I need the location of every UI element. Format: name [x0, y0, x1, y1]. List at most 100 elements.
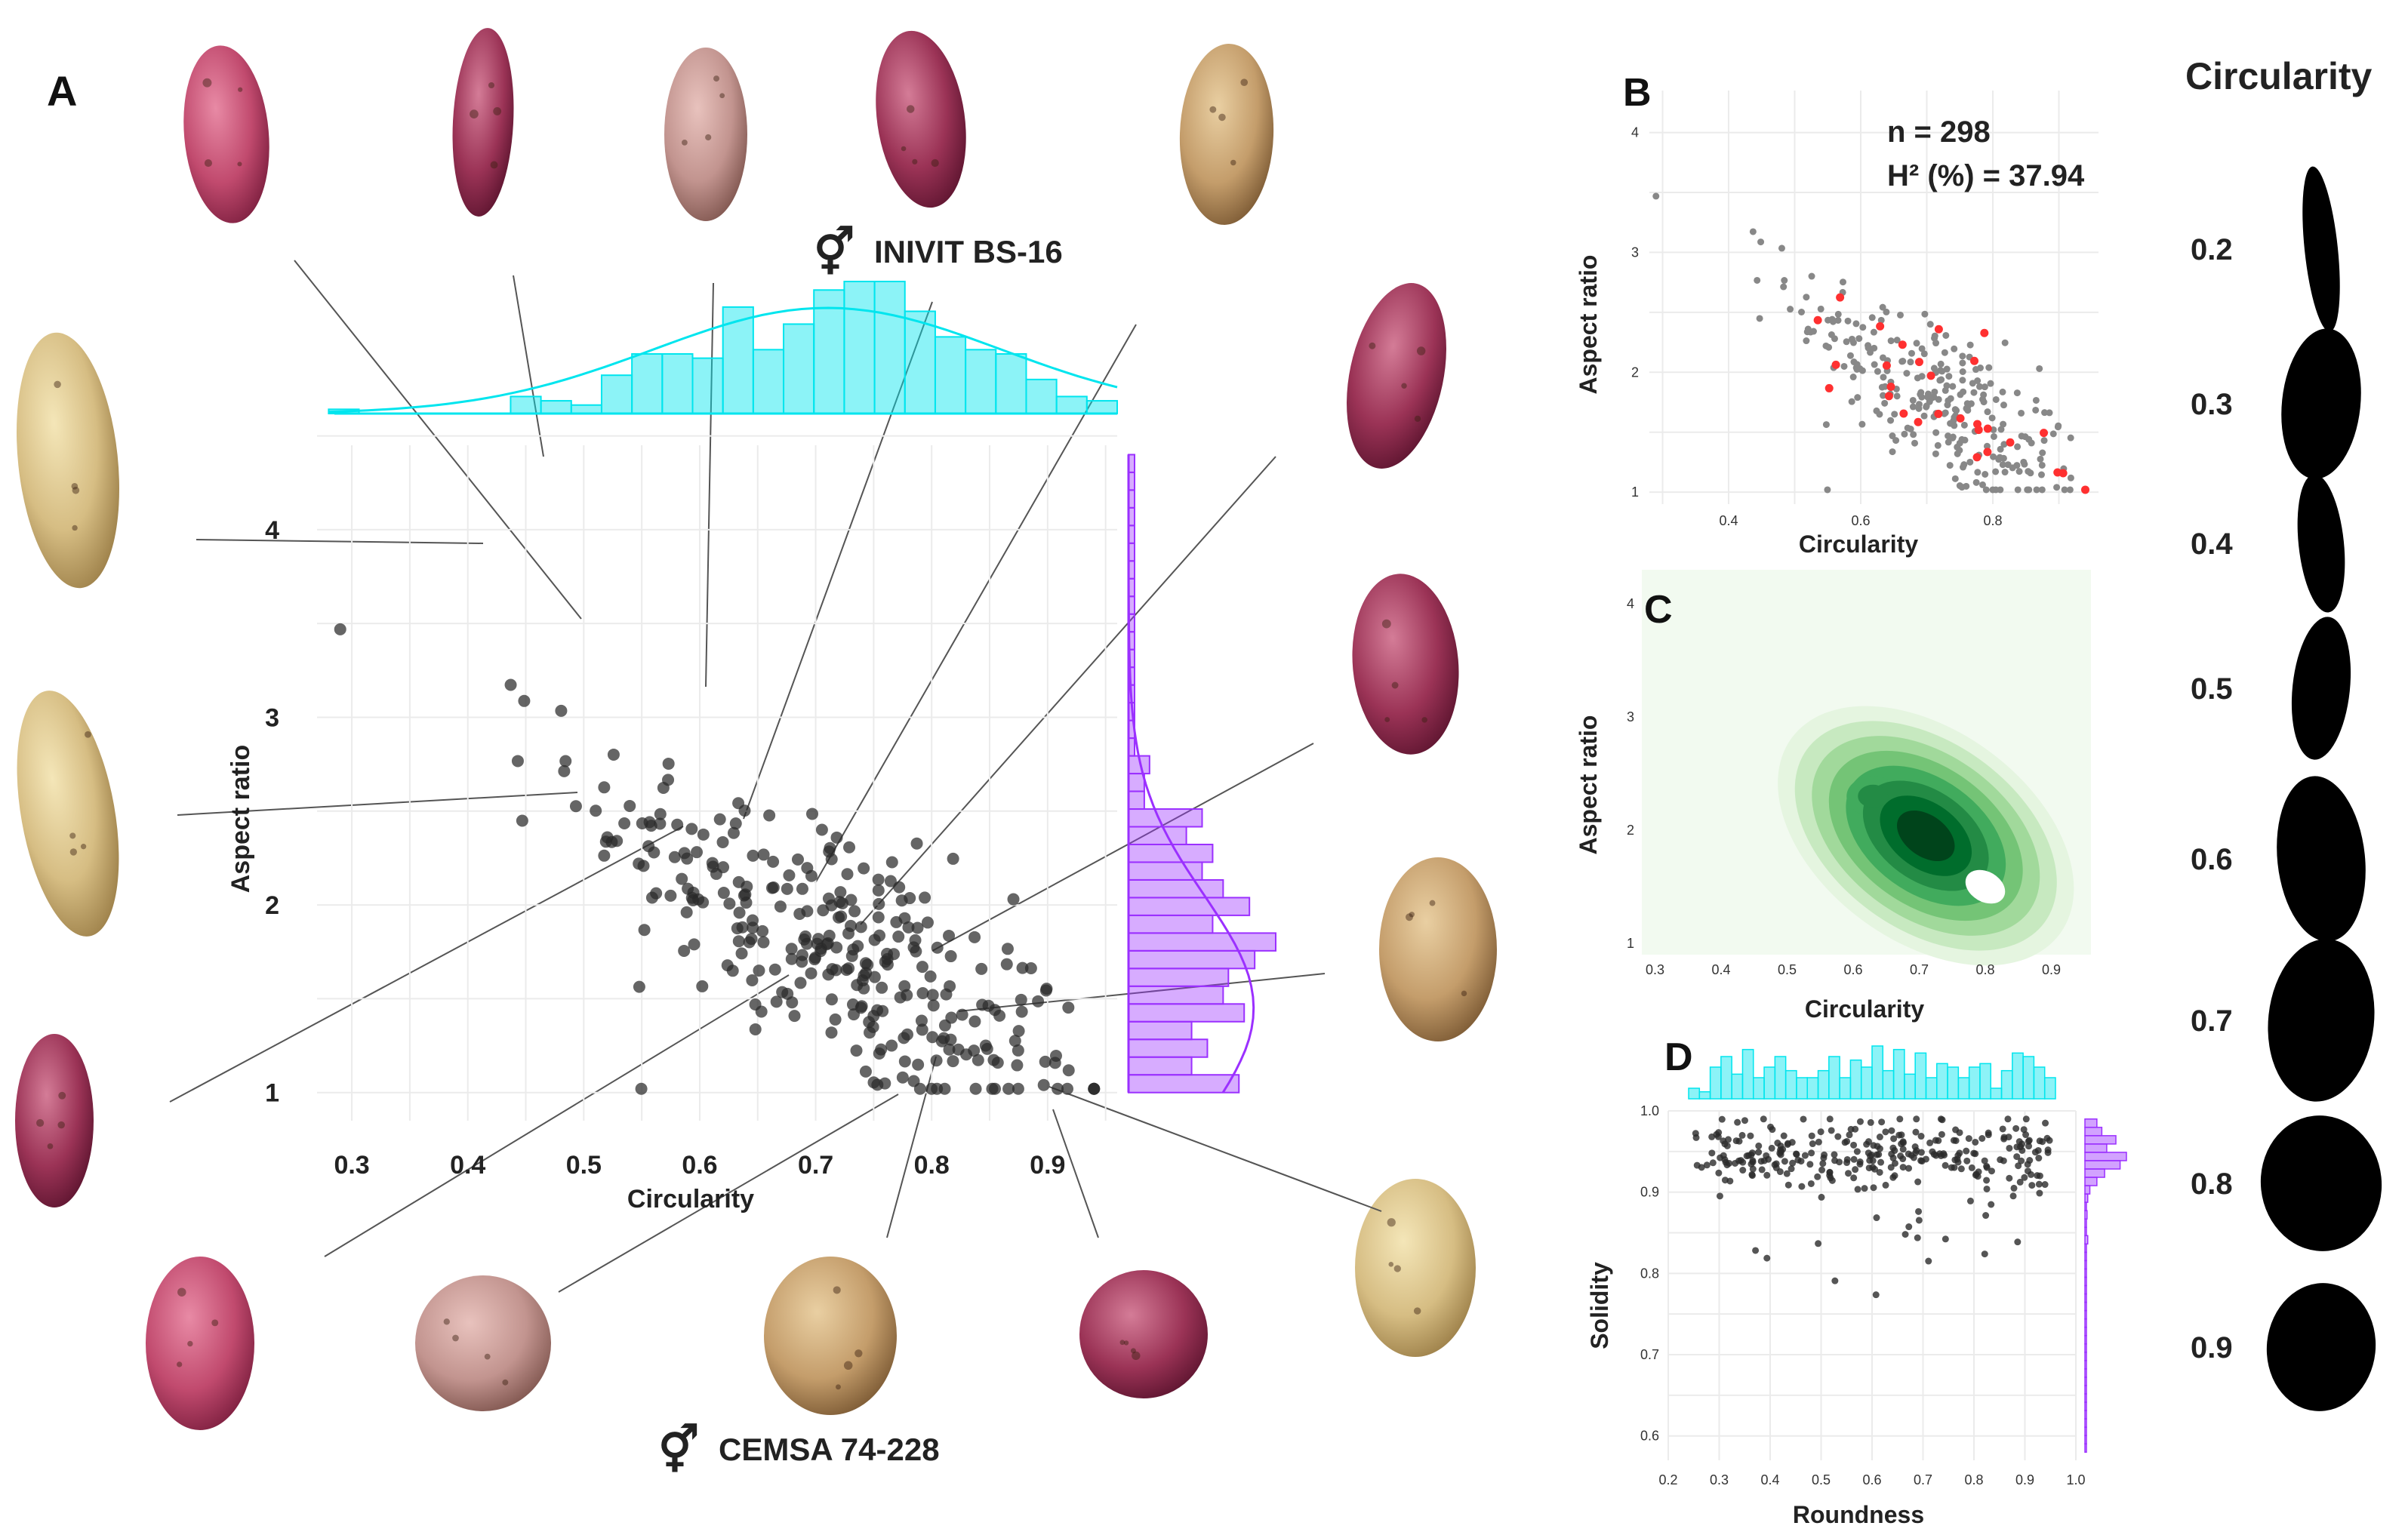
data-point — [1002, 1082, 1015, 1095]
data-point — [1990, 432, 1997, 440]
parent-top-name: INIVIT BS-16 — [874, 234, 1063, 269]
highlight-point — [1914, 358, 1923, 367]
data-point — [956, 1008, 968, 1021]
data-point — [972, 1054, 984, 1066]
connector-line — [294, 260, 582, 620]
data-point — [2061, 486, 2068, 494]
histogram-bar — [2084, 1284, 2087, 1295]
highlight-point — [1970, 356, 1979, 365]
tuber-spot — [177, 1287, 186, 1297]
data-point — [791, 853, 804, 866]
data-point — [1739, 1167, 1747, 1174]
data-point — [2066, 486, 2074, 494]
data-point — [1966, 341, 1974, 349]
data-point — [1000, 958, 1013, 971]
data-point — [1798, 308, 1806, 315]
histogram-bar — [1774, 1056, 1787, 1100]
y-tick-label: 1 — [1627, 936, 1634, 951]
sample-size: n = 298 — [1887, 115, 1991, 149]
data-point — [785, 943, 798, 955]
tuber-spot — [843, 1361, 853, 1370]
panel-d-marginal-y-histogram — [2084, 1118, 2127, 1453]
data-point — [2013, 389, 2021, 397]
highlight-point — [2040, 429, 2049, 438]
tuber-spot — [187, 1340, 193, 1347]
data-point — [729, 817, 742, 830]
histogram-bar — [1128, 843, 1214, 863]
data-point — [713, 813, 726, 826]
data-point — [2049, 430, 2057, 438]
data-point — [1968, 1164, 1975, 1171]
data-point — [733, 906, 746, 919]
x-tick-label: 0.7 — [798, 1151, 833, 1180]
tuber-spot — [1414, 415, 1421, 423]
data-point — [1803, 294, 1810, 301]
data-point — [1901, 430, 1908, 438]
data-point — [1817, 305, 1824, 312]
data-point — [822, 892, 835, 905]
data-point — [1999, 388, 2006, 395]
tuber-spot — [713, 75, 720, 82]
data-point — [1937, 367, 1945, 374]
data-point — [993, 1009, 1006, 1022]
histogram-bar — [752, 349, 785, 414]
highlight-point — [1983, 448, 1992, 457]
tuber-spot — [36, 1118, 45, 1127]
tuber-photo — [764, 1257, 897, 1415]
data-point — [833, 896, 846, 909]
data-point — [1815, 1240, 1822, 1247]
data-point — [1923, 402, 1930, 410]
data-point — [1772, 1164, 1780, 1171]
data-point — [1983, 1177, 1991, 1184]
data-point — [654, 808, 667, 820]
histogram-bar — [2084, 1318, 2087, 1328]
data-point — [1908, 349, 1915, 357]
data-point — [1975, 383, 1983, 390]
data-point — [1985, 1129, 1992, 1137]
tuber-photos — [15, 28, 1497, 1430]
data-point — [671, 818, 684, 831]
data-point — [781, 882, 793, 895]
panel-b-ticks: 0.4 0.6 0.8 1 2 3 4 — [1631, 125, 2003, 528]
data-point — [1888, 1127, 1895, 1134]
histogram-bar — [2043, 1077, 2056, 1100]
data-point — [872, 911, 885, 924]
histogram-bar — [2084, 1443, 2087, 1453]
data-point — [840, 964, 853, 977]
panel-a-x-ticks: 0.3 0.4 0.5 0.6 0.7 0.8 0.9 — [334, 1151, 1065, 1180]
data-point — [830, 941, 843, 954]
data-point — [979, 1039, 992, 1052]
highlight-point — [1972, 453, 1982, 462]
tuber-spot — [72, 525, 78, 531]
data-point — [930, 1054, 943, 1067]
data-point — [1889, 1144, 1897, 1152]
histogram-bar — [2084, 1160, 2121, 1170]
histogram-bar — [2084, 1185, 2091, 1195]
data-point — [1920, 350, 1928, 358]
data-point — [1703, 1161, 1711, 1169]
data-point — [2022, 1115, 2030, 1123]
histogram-bar — [2084, 1276, 2087, 1287]
data-point — [845, 919, 858, 932]
data-point — [618, 817, 631, 830]
tuber-spot — [47, 1143, 54, 1149]
data-point — [1755, 1142, 1763, 1149]
data-point — [1880, 374, 1887, 381]
data-point — [1801, 1152, 1809, 1159]
tuber-spot — [1230, 159, 1236, 166]
data-point — [924, 970, 937, 983]
data-point — [902, 921, 915, 934]
data-point — [910, 945, 922, 958]
data-point — [843, 841, 856, 854]
data-point — [2028, 1171, 2035, 1178]
data-point — [947, 1055, 959, 1068]
tuber-spot — [705, 134, 712, 141]
data-point — [1781, 277, 1788, 285]
y-tick-label: 0.9 — [1640, 1185, 1659, 1200]
data-point — [1780, 1132, 1788, 1140]
data-point — [2038, 486, 2046, 494]
data-point — [1934, 441, 1941, 449]
tuber-photo — [1379, 857, 1497, 1041]
data-point — [638, 924, 651, 937]
circularity-level-label: 0.9 — [2191, 1331, 2233, 1364]
